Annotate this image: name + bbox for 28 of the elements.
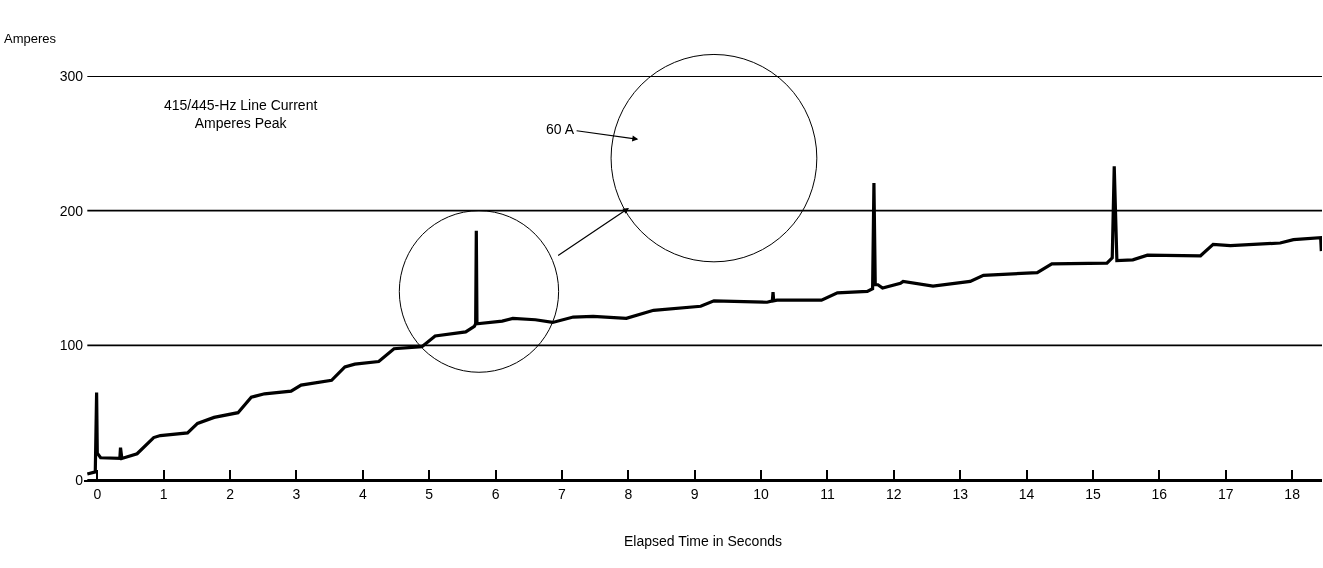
y-tick-label: 300	[59, 67, 84, 84]
x-tick-label: 6	[491, 485, 500, 502]
line-series	[85, 164, 1322, 476]
x-tick-label: 7	[558, 485, 567, 502]
x-tick-label: 9	[690, 485, 699, 502]
x-tick-label: 13	[952, 485, 969, 502]
y-tick-label: 100	[59, 337, 84, 354]
y-axis-title: Amperes	[4, 31, 57, 46]
x-tick-label: 3	[292, 485, 301, 502]
x-tick-label: 4	[358, 485, 367, 502]
x-tick-label: 5	[425, 485, 434, 502]
y-tick-label: 0	[75, 471, 84, 488]
x-tick-label: 10	[753, 485, 770, 502]
x-tick-label: 2	[226, 485, 235, 502]
x-tick-label: 12	[886, 485, 902, 502]
x-tick-label: 16	[1151, 485, 1168, 502]
x-tick-label: 0	[93, 485, 102, 502]
x-tick-label: 8	[624, 485, 633, 502]
x-axis-title: Elapsed Time in Seconds	[624, 532, 782, 549]
y-tick-label: 200	[59, 202, 84, 219]
x-tick-label: 18	[1284, 485, 1301, 502]
x-tick-label: 17	[1217, 485, 1234, 502]
annotation: 415/445-Hz Line Current Amperes Peak	[164, 97, 318, 132]
x-tick-label: 14	[1018, 485, 1035, 502]
x-tick-label: 15	[1085, 485, 1101, 502]
annotation: 60 A	[546, 121, 575, 137]
x-tick-label: 1	[159, 485, 168, 502]
x-tick-label: 11	[820, 485, 835, 502]
